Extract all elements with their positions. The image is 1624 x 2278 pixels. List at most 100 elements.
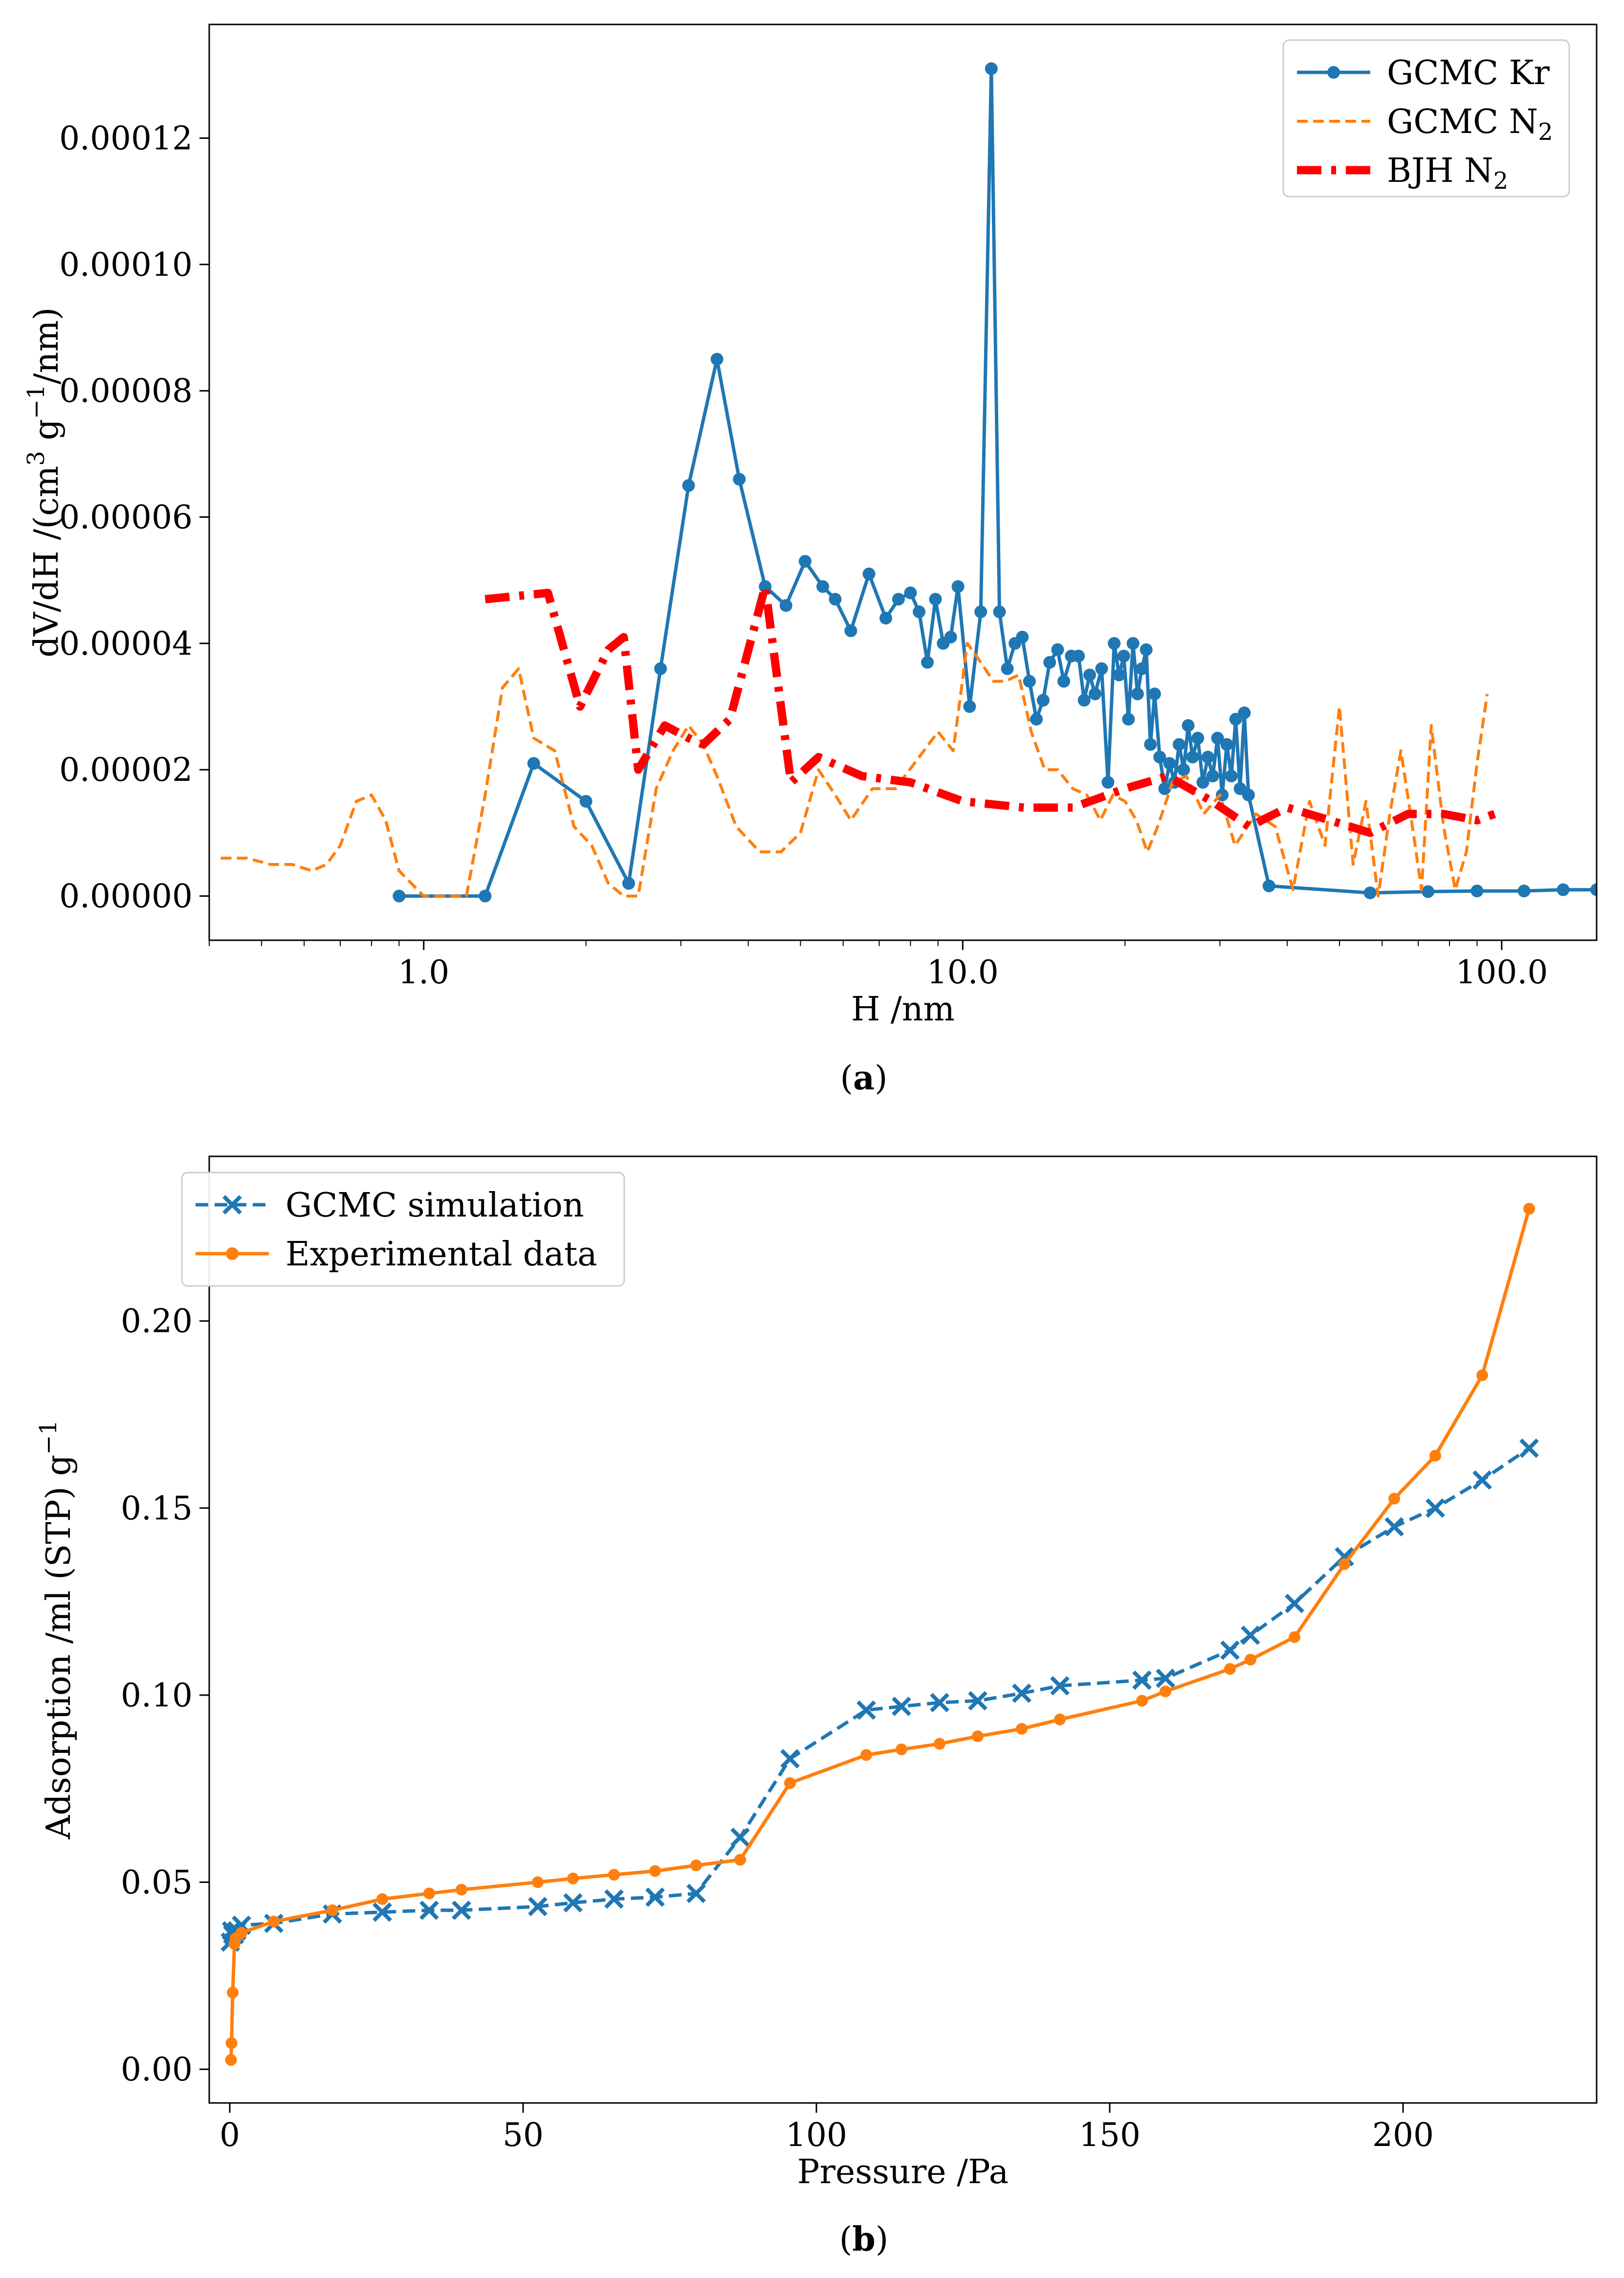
y-axis-label: dV/dH /(cm3 g−1/nm) <box>22 307 66 657</box>
axes-frame <box>208 1155 1598 2104</box>
data-point <box>1426 1498 1445 1518</box>
data-point <box>527 757 540 770</box>
data-point <box>934 1738 945 1750</box>
data-point <box>1136 1695 1148 1707</box>
data-point <box>1012 1683 1031 1703</box>
legend-marker <box>1327 66 1340 79</box>
data-point <box>1101 776 1115 789</box>
data-point <box>1470 885 1484 898</box>
x-tick-label: 50 <box>503 2116 544 2154</box>
data-point <box>944 630 957 643</box>
data-point <box>645 1887 665 1907</box>
data-point <box>1113 668 1126 682</box>
data-point <box>862 567 876 580</box>
x-tick-label: 100.0 <box>1455 953 1548 991</box>
data-point <box>452 1901 471 1920</box>
data-point <box>1036 694 1050 707</box>
data-point <box>1023 675 1036 688</box>
data-point <box>456 1883 467 1896</box>
data-point <box>844 624 857 638</box>
data-point <box>1135 662 1148 675</box>
data-point <box>1163 757 1176 770</box>
data-point <box>1140 643 1153 656</box>
plot-area <box>220 1203 1539 2066</box>
data-point <box>1196 776 1209 789</box>
data-point <box>1238 706 1251 719</box>
data-point <box>1245 1654 1256 1666</box>
data-point <box>1051 643 1064 656</box>
y-tick-label: 0.00004 <box>59 625 193 663</box>
data-point <box>1476 1369 1488 1381</box>
data-point <box>393 889 406 903</box>
y-tick-label: 0.00002 <box>59 751 193 789</box>
panel-a: 1.0 10.0 100.0 0.00000 0.00002 0.00004 0.00006… <box>22 23 1598 1098</box>
data-point <box>373 1902 392 1922</box>
data-point <box>730 1827 750 1847</box>
x-tick-label: 0 <box>219 2116 240 2154</box>
legend-marker <box>226 1247 239 1260</box>
series-line-experimental-data <box>229 1208 1531 2060</box>
y-tick-label: 0.20 <box>121 1303 193 1340</box>
x-tick-label: 100 <box>786 2116 847 2154</box>
data-point <box>798 554 812 568</box>
data-point <box>1132 1670 1152 1690</box>
data-point <box>1050 1676 1070 1696</box>
data-point <box>682 479 695 492</box>
data-point <box>913 605 926 619</box>
y-tick-label: 0.00008 <box>59 372 193 410</box>
data-point <box>686 1883 706 1903</box>
data-point <box>1057 675 1071 688</box>
data-point <box>1220 1640 1240 1660</box>
data-point <box>1335 1547 1354 1567</box>
data-point <box>268 1915 280 1927</box>
data-point <box>896 1743 907 1755</box>
data-point <box>1422 885 1435 898</box>
data-point <box>327 1904 338 1916</box>
y-tick-label: 0.10 <box>121 1677 193 1714</box>
data-point <box>1182 719 1195 732</box>
legend-label: Experimental data <box>285 1235 597 1274</box>
axes-frame <box>208 23 1598 941</box>
legend-label: GCMC N2 <box>1387 103 1553 146</box>
data-point <box>479 889 492 903</box>
x-axis-label: H /nm <box>851 990 955 1029</box>
data-point <box>579 795 593 808</box>
data-point <box>860 1749 872 1761</box>
data-point <box>1108 637 1121 650</box>
data-point <box>1242 788 1255 801</box>
data-point <box>985 62 998 75</box>
data-point <box>1206 770 1219 783</box>
data-point <box>1083 668 1096 682</box>
y-tick-label: 0.00 <box>121 2051 193 2088</box>
data-point <box>1523 1203 1535 1215</box>
data-point <box>1211 731 1224 745</box>
data-point <box>892 593 905 606</box>
y-tick-label: 0.00006 <box>59 499 193 536</box>
data-point <box>921 656 934 669</box>
data-point <box>1001 662 1014 675</box>
data-point <box>227 1987 239 1999</box>
data-point <box>1289 1631 1300 1643</box>
data-point <box>1016 1723 1028 1735</box>
data-point <box>904 586 917 599</box>
data-point <box>1158 782 1171 795</box>
plot-area <box>220 62 1597 903</box>
data-point <box>1220 738 1233 751</box>
data-point <box>784 1777 796 1789</box>
data-point <box>1117 649 1130 663</box>
data-point <box>892 1697 911 1716</box>
data-point <box>654 662 667 675</box>
data-point <box>879 612 893 625</box>
data-point <box>1148 687 1161 701</box>
data-point <box>1122 712 1135 726</box>
data-point <box>1030 712 1043 726</box>
legend-label: BJH N2 <box>1387 152 1508 195</box>
data-point <box>528 1897 548 1917</box>
data-point <box>604 1889 624 1909</box>
legend-label: GCMC simulation <box>285 1186 584 1225</box>
data-point <box>1262 879 1275 892</box>
data-point <box>1201 751 1214 764</box>
data-point <box>1186 751 1199 764</box>
data-point <box>649 1865 661 1877</box>
data-point <box>710 353 724 366</box>
